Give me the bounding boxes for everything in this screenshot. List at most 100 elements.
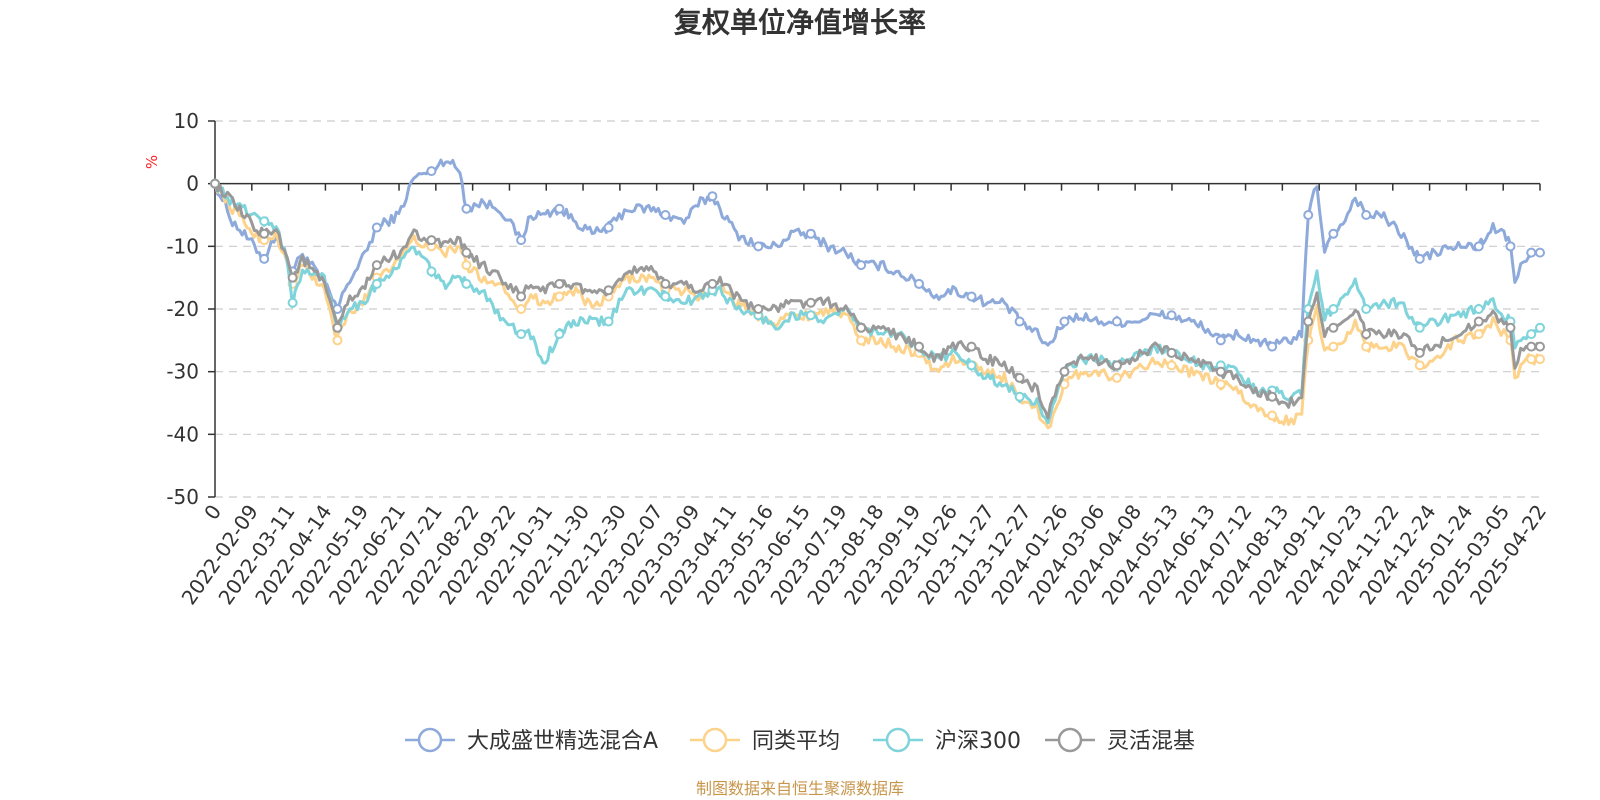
data-point-marker bbox=[1267, 391, 1278, 402]
data-point-marker bbox=[1014, 316, 1025, 327]
gridlines bbox=[215, 120, 1540, 498]
legend[interactable]: 大成盛世精选混合A 同类平均 沪深300 灵活混基 bbox=[405, 727, 1195, 754]
data-point-marker bbox=[287, 297, 298, 308]
data-point-marker bbox=[287, 272, 298, 283]
data-point-marker bbox=[1215, 366, 1226, 377]
data-point-marker bbox=[1473, 304, 1484, 314]
x-axis-ticks: 02022-02-092022-03-112022-04-142022-05-1… bbox=[177, 183, 1551, 609]
series-markers bbox=[210, 178, 1545, 421]
data-point-marker bbox=[1111, 360, 1122, 371]
data-point-marker bbox=[332, 322, 343, 333]
y-tick-label: 10 bbox=[174, 109, 199, 133]
data-point-marker bbox=[914, 341, 925, 352]
y-axis-ticks: 10 0 -10 -20 -30 -40 -50 bbox=[166, 109, 215, 509]
data-point-marker bbox=[1059, 316, 1070, 327]
data-point-marker bbox=[1111, 372, 1122, 383]
data-point-marker bbox=[856, 322, 867, 333]
data-source-note: 制图数据来自恒生聚源数据库 bbox=[696, 779, 904, 798]
data-point-marker bbox=[1328, 341, 1339, 352]
legend-item[interactable]: 灵活混基 bbox=[1045, 727, 1195, 754]
data-point-marker bbox=[753, 304, 764, 314]
y-tick-label: -50 bbox=[166, 485, 199, 509]
data-point-marker bbox=[1328, 228, 1339, 239]
data-point-marker bbox=[660, 278, 671, 289]
data-point-marker bbox=[1526, 247, 1537, 258]
data-point-marker bbox=[805, 297, 816, 308]
data-point-marker bbox=[1111, 316, 1122, 327]
data-point-marker bbox=[1267, 410, 1278, 421]
data-point-marker bbox=[1166, 310, 1177, 321]
data-point-marker bbox=[516, 304, 527, 314]
data-point-marker bbox=[210, 178, 220, 189]
data-point-marker bbox=[603, 222, 614, 233]
data-point-marker bbox=[259, 216, 270, 227]
data-point-marker bbox=[371, 260, 382, 271]
data-point-marker bbox=[516, 235, 527, 246]
legend-item[interactable]: 大成盛世精选混合A bbox=[405, 727, 658, 754]
data-point-marker bbox=[554, 278, 565, 289]
data-point-marker bbox=[461, 260, 472, 271]
legend-item[interactable]: 同类平均 bbox=[690, 727, 840, 754]
legend-marker bbox=[702, 727, 728, 753]
legend-label: 灵活混基 bbox=[1107, 729, 1195, 754]
data-point-marker bbox=[1414, 347, 1425, 358]
data-point-marker bbox=[1535, 247, 1545, 258]
legend-marker bbox=[417, 727, 443, 753]
data-point-marker bbox=[426, 235, 437, 246]
data-point-marker bbox=[1014, 391, 1025, 402]
data-point-marker bbox=[1473, 241, 1484, 252]
y-tick-label: 0 bbox=[186, 172, 199, 196]
data-point-marker bbox=[1535, 322, 1545, 333]
data-point-marker bbox=[461, 203, 472, 214]
data-point-marker bbox=[461, 247, 472, 258]
data-point-marker bbox=[1535, 341, 1545, 352]
data-point-marker bbox=[707, 278, 718, 289]
y-tick-label: -20 bbox=[166, 297, 199, 321]
data-point-marker bbox=[914, 278, 925, 289]
legend-label: 沪深300 bbox=[935, 729, 1021, 754]
data-point-marker bbox=[966, 360, 977, 371]
legend-label: 大成盛世精选混合A bbox=[467, 729, 658, 754]
data-point-marker bbox=[426, 266, 437, 277]
data-point-marker bbox=[753, 241, 764, 252]
data-point-marker bbox=[707, 191, 718, 202]
series-line bbox=[213, 183, 1542, 430]
data-point-marker bbox=[1414, 322, 1425, 333]
data-point-marker bbox=[603, 316, 614, 327]
data-point-marker bbox=[1535, 354, 1545, 365]
data-point-marker bbox=[856, 335, 867, 346]
data-point-marker bbox=[1526, 354, 1537, 365]
legend-label: 同类平均 bbox=[752, 729, 840, 754]
legend-item[interactable]: 沪深300 bbox=[873, 727, 1021, 754]
data-point-marker bbox=[1361, 304, 1372, 314]
legend-marker bbox=[885, 727, 911, 753]
data-point-marker bbox=[554, 291, 565, 302]
data-point-marker bbox=[1267, 341, 1278, 352]
data-point-marker bbox=[1473, 316, 1484, 327]
y-tick-label: -10 bbox=[166, 234, 199, 258]
y-axis-unit-label: % bbox=[143, 155, 161, 169]
series-markers bbox=[210, 178, 1545, 402]
data-point-marker bbox=[554, 203, 565, 214]
data-point-marker bbox=[1328, 304, 1339, 314]
data-point-marker bbox=[966, 341, 977, 352]
data-point-marker bbox=[603, 285, 614, 296]
legend-marker bbox=[1057, 727, 1083, 753]
data-point-marker bbox=[1361, 210, 1372, 220]
data-point-marker bbox=[1414, 360, 1425, 371]
data-point-marker bbox=[1166, 347, 1177, 358]
series-markers bbox=[210, 178, 1545, 402]
data-point-marker bbox=[660, 291, 671, 302]
data-point-marker bbox=[461, 278, 472, 289]
series-line bbox=[213, 183, 1542, 425]
data-point-marker bbox=[1361, 329, 1372, 340]
data-point-marker bbox=[1166, 360, 1177, 371]
y-tick-label: -30 bbox=[166, 360, 199, 384]
data-point-marker bbox=[516, 291, 527, 302]
data-point-marker bbox=[1526, 329, 1537, 340]
data-point-marker bbox=[805, 228, 816, 239]
data-point-marker bbox=[966, 291, 977, 302]
data-point-marker bbox=[259, 228, 270, 239]
data-point-marker bbox=[332, 335, 343, 346]
